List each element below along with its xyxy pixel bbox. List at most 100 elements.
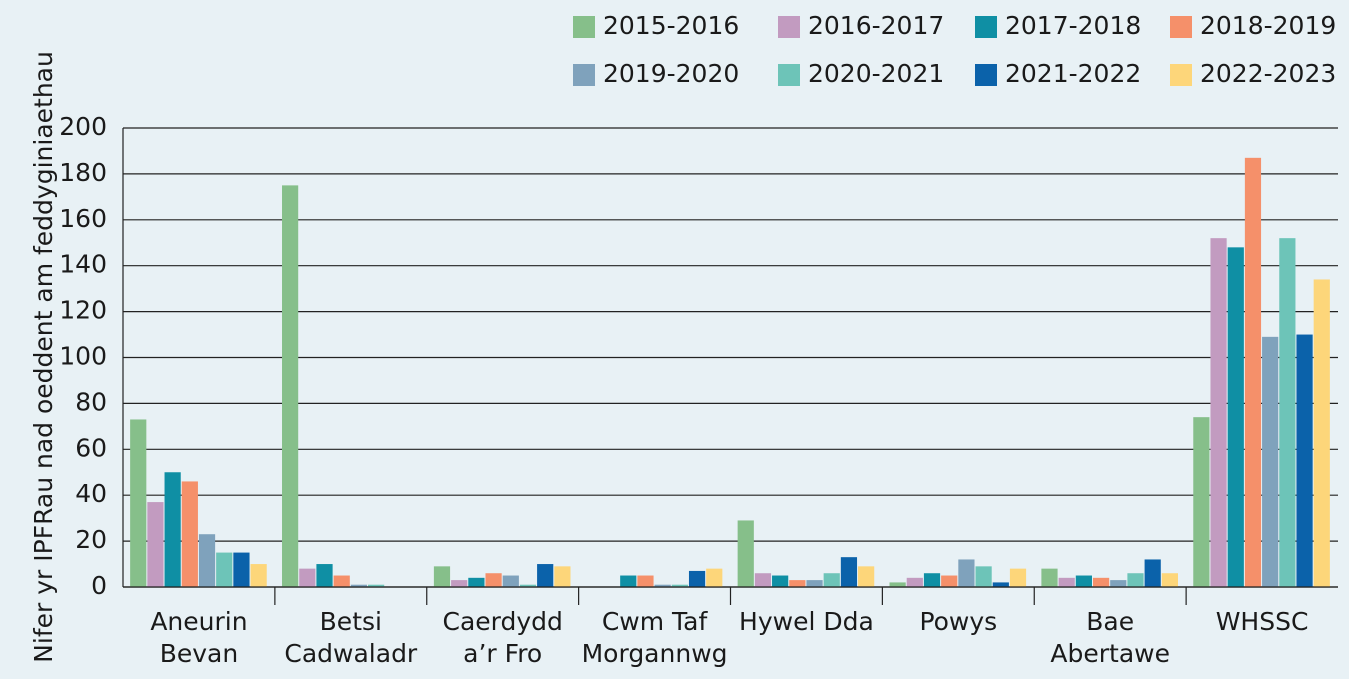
bar — [806, 580, 823, 587]
bar — [654, 584, 671, 587]
bar — [923, 573, 941, 587]
bar — [941, 575, 958, 587]
bar — [620, 575, 637, 587]
bar — [147, 502, 164, 587]
y-tick-label: 120 — [59, 296, 107, 325]
bar — [889, 582, 906, 587]
legend-swatch — [778, 16, 800, 38]
bar — [1041, 568, 1058, 587]
legend-label: 2018-2019 — [1200, 11, 1336, 40]
x-tick-label: WHSSC — [1216, 607, 1309, 636]
bar — [975, 566, 992, 587]
bar — [468, 577, 485, 587]
bar — [433, 566, 451, 587]
bar — [1279, 238, 1296, 587]
y-tick-label: 20 — [75, 525, 107, 554]
bar — [823, 573, 840, 587]
x-tick-label: Aneurin Bevan — [150, 607, 247, 668]
bar — [1313, 279, 1330, 587]
bar — [1244, 157, 1262, 587]
bar — [316, 564, 333, 587]
bar — [1075, 575, 1092, 587]
bar — [858, 566, 875, 587]
x-tick-label-line: Aneurin — [150, 607, 247, 636]
legend-label: 2022-2023 — [1200, 59, 1336, 88]
x-tick-label-line: Betsi — [320, 607, 382, 636]
bar — [789, 580, 806, 587]
y-tick-label: 100 — [59, 342, 107, 371]
bar — [198, 534, 216, 587]
bar — [1110, 580, 1127, 587]
bar — [1227, 247, 1244, 587]
x-tick-label: Cwm Taf Morgannwg — [582, 607, 728, 668]
legend-swatch — [573, 64, 595, 86]
bar — [250, 564, 267, 587]
bar — [1144, 559, 1161, 587]
bar — [233, 552, 250, 587]
x-tick-label: Powys — [919, 607, 997, 636]
x-tick-label-line: Cadwaladr — [284, 639, 418, 668]
bar — [906, 577, 923, 587]
bar — [282, 185, 299, 587]
x-tick-label-line: Powys — [919, 607, 997, 636]
bar — [519, 584, 537, 587]
bar — [840, 557, 858, 587]
bar — [350, 584, 368, 587]
x-tick-label-line: Hywel Dda — [739, 607, 874, 636]
bar — [671, 584, 688, 587]
bar — [1058, 577, 1075, 587]
x-tick-label-line: Morgannwg — [582, 639, 728, 668]
y-axis-label: Nifer yr IPFRau nad oeddent am feddygini… — [29, 51, 58, 663]
x-tick-label-line: a’r Fro — [463, 639, 542, 668]
x-tick-label-line: Bevan — [160, 639, 239, 668]
legend-label: 2021-2022 — [1005, 59, 1141, 88]
legend-label: 2017-2018 — [1005, 11, 1141, 40]
legend-label: 2016-2017 — [808, 11, 944, 40]
bar — [333, 575, 350, 587]
bar — [637, 575, 654, 587]
bar — [1092, 577, 1110, 587]
bar — [737, 520, 754, 587]
bar — [1009, 568, 1027, 587]
legend-swatch — [1170, 16, 1192, 38]
bar — [1210, 238, 1227, 587]
x-tick-label: Bae Abertawe — [1050, 607, 1170, 668]
x-tick-label: Betsi Cadwaladr — [284, 607, 418, 668]
bar — [451, 580, 468, 587]
bar — [1262, 336, 1279, 587]
legend-swatch — [573, 16, 595, 38]
y-tick-label: 0 — [91, 571, 107, 600]
y-tick-label: 140 — [59, 250, 107, 279]
bar — [485, 573, 502, 587]
x-tick-label-line: Cwm Taf — [602, 607, 709, 636]
y-tick-label: 160 — [59, 204, 107, 233]
legend-swatch — [778, 64, 800, 86]
legend-swatch — [975, 64, 997, 86]
legend-label: 2020-2021 — [808, 59, 944, 88]
bar — [164, 472, 181, 587]
y-tick-label: 60 — [75, 433, 107, 462]
bar — [754, 573, 772, 587]
bar — [992, 582, 1009, 587]
bar — [537, 564, 554, 587]
x-tick-label-line: Abertawe — [1050, 639, 1170, 668]
bar — [130, 419, 147, 587]
bar — [772, 575, 789, 587]
x-tick-label-line: Caerdydd — [442, 607, 562, 636]
legend-swatch — [1170, 64, 1192, 86]
bar — [1161, 573, 1178, 587]
bar — [706, 568, 723, 587]
y-tick-label: 180 — [59, 158, 107, 187]
bar — [216, 552, 233, 587]
y-tick-label: 200 — [59, 112, 107, 141]
legend-label: 2019-2020 — [603, 59, 739, 88]
bar — [181, 481, 198, 587]
x-tick-label: Caerdydd a’r Fro — [442, 607, 562, 668]
bar — [1193, 417, 1210, 587]
bar — [688, 570, 706, 587]
bar — [958, 559, 975, 587]
bar — [1127, 573, 1144, 587]
bar — [368, 584, 385, 587]
legend-swatch — [975, 16, 997, 38]
